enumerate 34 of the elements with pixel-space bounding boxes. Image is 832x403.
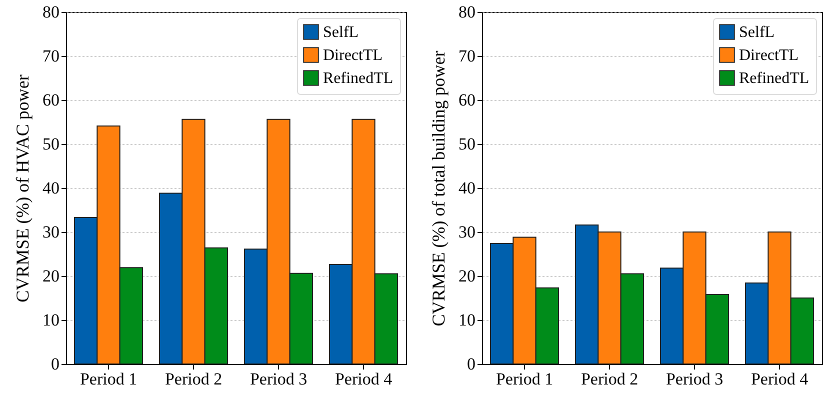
x-tick-label: Period 1 <box>496 370 554 388</box>
y-tick-label: 10 <box>458 310 476 330</box>
x-tick-label: Period 2 <box>580 370 638 388</box>
y-tick-label: 60 <box>42 90 60 110</box>
y-tick-label: 40 <box>42 178 60 198</box>
y-axis-title: CVRMSE (%) of HVAC power <box>12 74 32 302</box>
y-tick-label: 80 <box>42 2 60 22</box>
y-tick-label: 30 <box>42 222 60 242</box>
y-tick-label: 70 <box>458 46 476 66</box>
y-tick-label: 80 <box>458 2 476 22</box>
y-tick-label: 20 <box>42 266 60 286</box>
y-tick-label: 70 <box>42 46 60 66</box>
legend-label: DirectTL <box>323 47 383 64</box>
y-tick-label: 60 <box>458 90 476 110</box>
x-tick-label: Period 1 <box>80 370 138 388</box>
y-tick-label: 30 <box>458 222 476 242</box>
y-tick-label: 40 <box>458 178 476 198</box>
y-tick-label: 20 <box>458 266 476 286</box>
y-axis-title: CVRMSE (%) of total building power <box>428 50 448 326</box>
legend-label: RefinedTL <box>323 70 394 87</box>
legend-label: DirectTL <box>739 47 799 64</box>
x-tick-label: Period 3 <box>666 370 724 388</box>
y-tick-label: 10 <box>42 310 60 330</box>
x-tick-label: Period 4 <box>334 370 393 388</box>
x-tick-label: Period 2 <box>164 370 222 388</box>
legend-label: SelfL <box>739 24 775 41</box>
y-tick-label: 50 <box>458 134 476 154</box>
y-tick-label: 0 <box>467 354 476 374</box>
x-tick-label: Period 4 <box>750 370 809 388</box>
y-tick-label: 50 <box>42 134 60 154</box>
legend-label: RefinedTL <box>739 70 810 87</box>
y-tick-label: 0 <box>51 354 60 374</box>
legend-label: SelfL <box>323 24 359 41</box>
x-tick-label: Period 3 <box>250 370 308 388</box>
